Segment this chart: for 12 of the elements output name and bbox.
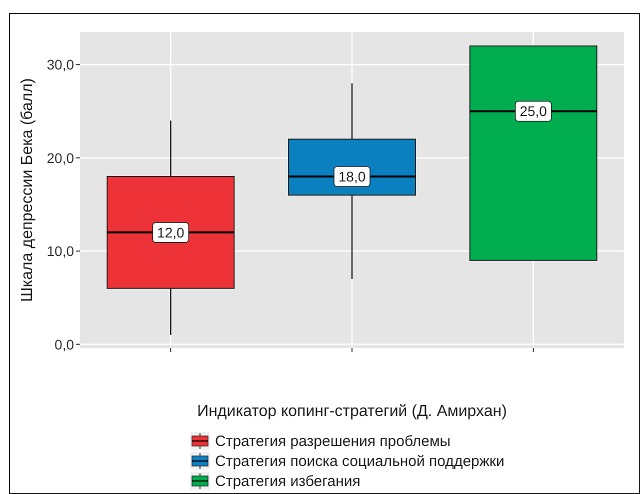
text: 12,0 xyxy=(157,224,184,240)
x-axis-title: Индикатор копинг-стратегий (Д. Амирхан) xyxy=(197,403,507,420)
legend-label: Стратегия поиска социальной поддержки xyxy=(215,453,504,470)
legend-label: Стратегия избегания xyxy=(215,473,360,490)
text: 18,0 xyxy=(338,168,366,184)
text: 25,0 xyxy=(520,103,547,120)
y-tick-label: 20,0 xyxy=(46,150,74,166)
y-tick-label: 0,0 xyxy=(54,336,74,352)
y-axis-title: Шкала депрессии Бека (балл) xyxy=(19,78,36,302)
y-tick-label: 30,0 xyxy=(46,56,74,73)
y-tick-label: 10,0 xyxy=(46,243,74,260)
legend-label: Стратегия разрешения проблемы xyxy=(215,433,451,450)
